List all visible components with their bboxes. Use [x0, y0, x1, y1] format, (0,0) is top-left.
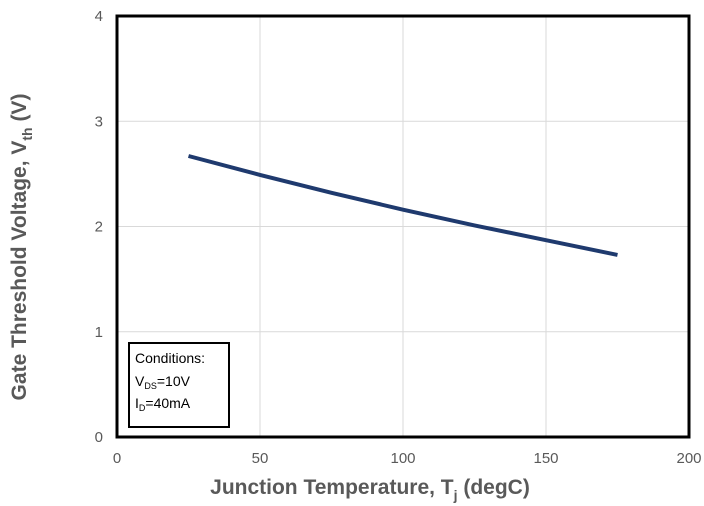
y-axis-title-main: Gate Threshold Voltage, V	[8, 141, 31, 401]
conditions-id-main: I	[135, 395, 139, 411]
x-axis-title-sub: j	[453, 487, 458, 503]
y-tick-label: 2	[95, 219, 103, 236]
y-tick-label: 3	[95, 113, 103, 130]
x-axis-title-tail: (degC)	[458, 476, 530, 499]
x-tick-label: 50	[252, 450, 269, 467]
conditions-id-tail: =40mA	[145, 395, 190, 411]
x-tick-label: 150	[533, 450, 558, 467]
x-axis-title-main: Junction Temperature, T	[210, 476, 454, 499]
series-line	[187, 154, 618, 257]
conditions-vds-tail: =10V	[157, 373, 191, 389]
conditions-id-sub: D	[139, 403, 146, 413]
conditions-box-border	[128, 342, 230, 428]
conditions-vds-sub: DS	[144, 381, 157, 391]
conditions-id: ID=40mA	[135, 395, 191, 413]
series-layer	[187, 154, 618, 257]
y-axis-title: Gate Threshold Voltage, Vth (V)	[8, 94, 35, 401]
y-axis-title-sub: th	[19, 127, 35, 140]
x-tick-label: 100	[390, 450, 415, 467]
y-tick-labels: 0 1 2 3 4	[95, 8, 103, 446]
plot-frame	[115, 14, 691, 439]
conditions-vds-main: V	[135, 373, 145, 389]
y-tick-label: 1	[95, 324, 103, 341]
y-tick-label: 4	[95, 8, 103, 25]
conditions-box: Conditions: VDS=10V ID=40mA	[128, 342, 230, 428]
y-tick-label: 0	[95, 429, 103, 446]
conditions-title: Conditions:	[135, 350, 205, 366]
conditions-vds: VDS=10V	[135, 373, 191, 391]
y-axis-title-tail: (V)	[8, 94, 31, 128]
grid-lines	[117, 16, 689, 437]
x-tick-label: 200	[676, 450, 701, 467]
x-tick-label: 0	[113, 450, 121, 467]
x-tick-labels: 0 50 100 150 200	[113, 450, 702, 467]
x-axis-title: Junction Temperature, Tj (degC)	[210, 476, 530, 503]
